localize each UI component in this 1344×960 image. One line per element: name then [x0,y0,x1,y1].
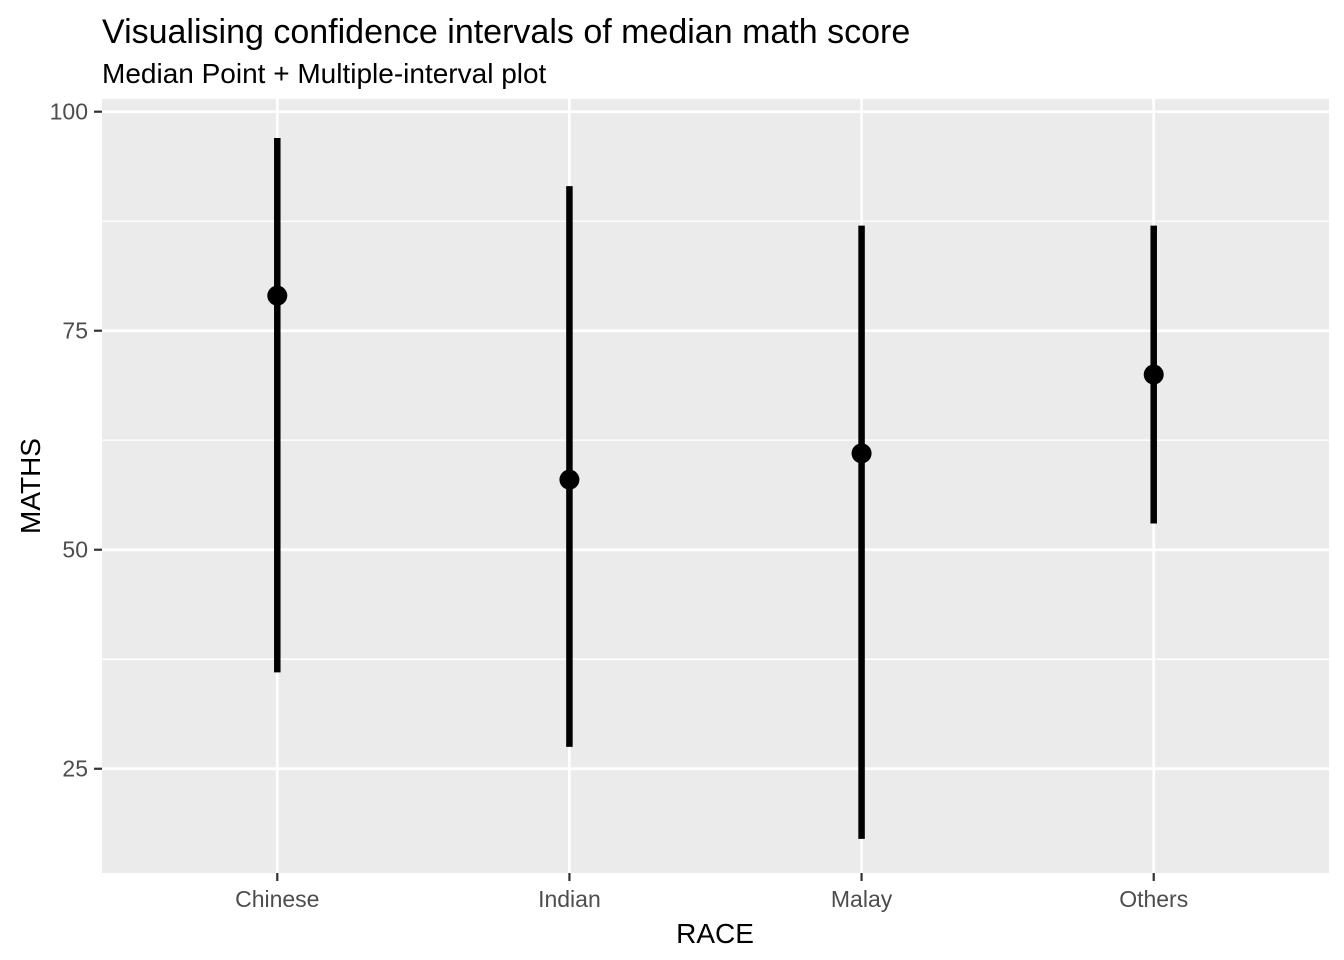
axis-ticks-group [94,110,1155,881]
y-tick-label: 25 [62,756,88,782]
x-tick-label: Indian [538,886,601,912]
y-axis-title: MATHS [15,438,46,534]
panel-background [102,99,1329,873]
y-tick-label: 75 [62,318,88,344]
minor-gridlines-group [102,220,1329,660]
y-tick-label: 100 [50,99,88,125]
x-tick-label: Others [1119,886,1188,912]
x-tick-label: Chinese [235,886,319,912]
panel-background-group [102,99,1329,873]
median-point [267,285,288,306]
pointrange-group [267,137,1164,839]
x-tick-label: Malay [831,886,893,912]
plot-title: Visualising confidence intervals of medi… [102,13,911,51]
median-point [851,443,872,464]
axis-labels-group: 100 75 50 25 Chinese Indian Malay Others [50,99,1189,912]
median-point [1143,364,1164,385]
median-point [559,469,580,490]
plot-subtitle: Median Point + Multiple-interval plot [102,58,547,89]
x-axis-title: RACE [676,918,754,949]
y-tick-label: 50 [62,537,88,563]
